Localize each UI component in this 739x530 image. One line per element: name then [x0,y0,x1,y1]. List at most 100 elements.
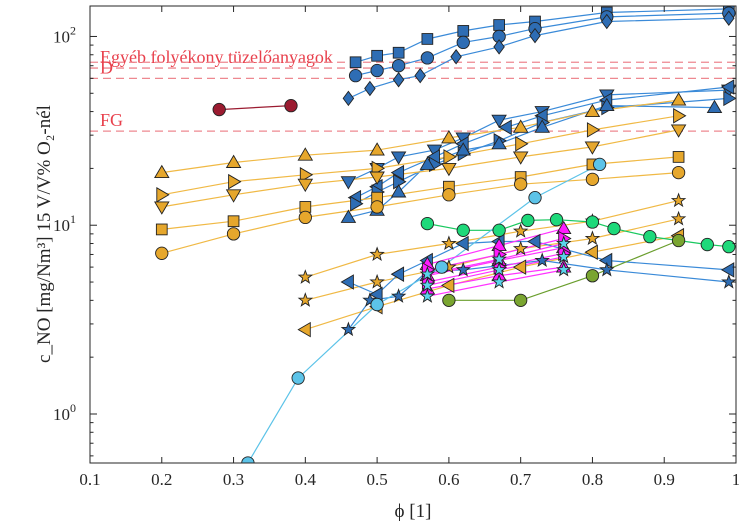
data-point [491,273,507,289]
data-point [492,223,506,237]
data-point [390,164,405,181]
data-point [225,154,242,168]
data-point [670,210,687,226]
data-point [441,162,457,177]
data-point [350,195,364,212]
data-point [722,240,736,254]
data-point [393,173,407,190]
data-point [441,235,457,251]
data-point [456,223,470,237]
data-point [491,135,507,150]
data-point [556,261,572,277]
x-tick-label: 1 [732,470,739,489]
y-tick-label: 100 [53,401,76,424]
x-tick-label: 0.2 [151,470,172,489]
data-point [673,108,687,124]
data-point [154,201,170,215]
data-point [155,246,169,260]
data-point [369,142,385,156]
data-point [584,141,601,155]
data-point [414,67,426,84]
data-point [228,173,242,190]
series-line [161,129,679,208]
data-point [556,248,572,264]
data-point [512,223,529,238]
data-point [601,13,613,30]
data-point [700,237,714,252]
data-point [299,167,314,183]
data-point [154,164,170,179]
data-point [348,68,363,83]
data-point [390,266,405,282]
data-point [723,90,736,107]
data-point [643,229,657,244]
plot-background [90,6,736,463]
data-point [534,119,550,133]
data-point [721,273,736,289]
data-point [212,102,226,117]
data-point [340,209,357,223]
data-point [586,122,601,138]
data-point [369,246,385,262]
data-point [512,259,527,275]
data-point [369,273,385,289]
data-point [284,98,298,113]
data-point [521,213,535,228]
data-point [720,79,735,95]
data-point [515,136,529,152]
data-point [391,59,406,73]
data-point [370,63,384,78]
x-tick-label: 0.6 [438,470,459,489]
data-point [340,274,354,290]
data-point [443,149,457,165]
data-point [419,156,436,170]
axis-ticks: 0.1 0.2 0.3 0.4 0.5 0.6 0.7 0.8 0.9 1 100 101 102 [53,6,739,489]
data-point [585,172,600,186]
data-point [298,210,312,225]
data-point [723,10,735,26]
data-point [556,235,572,251]
y-tick-label: 102 [53,23,76,46]
data-point [529,27,541,44]
data-point [297,147,314,161]
x-axis-title: ϕ [1] [395,501,432,522]
series-line [161,172,679,254]
data-point [370,297,384,312]
series-line [305,235,679,331]
data-point [671,165,686,180]
data-point [419,266,436,281]
data-point [225,189,242,203]
data-point [514,293,528,307]
data-point [390,184,407,198]
data-point [592,157,607,172]
series-line [247,163,600,463]
data-point [442,293,456,307]
x-tick-label: 0.9 [654,470,675,489]
x-tick-label: 0.4 [295,470,317,489]
data-point [706,99,723,114]
data-point [421,33,434,45]
data-point [349,56,362,69]
x-tick-label: 0.8 [582,470,603,489]
x-tick-label: 0.3 [223,470,244,489]
data-point [585,269,600,283]
data-point [226,227,241,241]
data-point [156,187,170,203]
data-point [512,240,529,256]
data-point [364,80,376,97]
data-point [720,262,735,278]
data-point [299,201,312,213]
series-line [161,156,679,230]
data-point [297,178,314,193]
data-point [392,46,405,59]
series-line [161,115,679,196]
data-point [297,292,314,307]
data-point [493,19,505,31]
data-point [585,215,600,229]
data-point [671,233,686,248]
x-tick-label: 0.7 [510,470,532,489]
data-point [419,288,436,303]
data-point [441,277,455,294]
